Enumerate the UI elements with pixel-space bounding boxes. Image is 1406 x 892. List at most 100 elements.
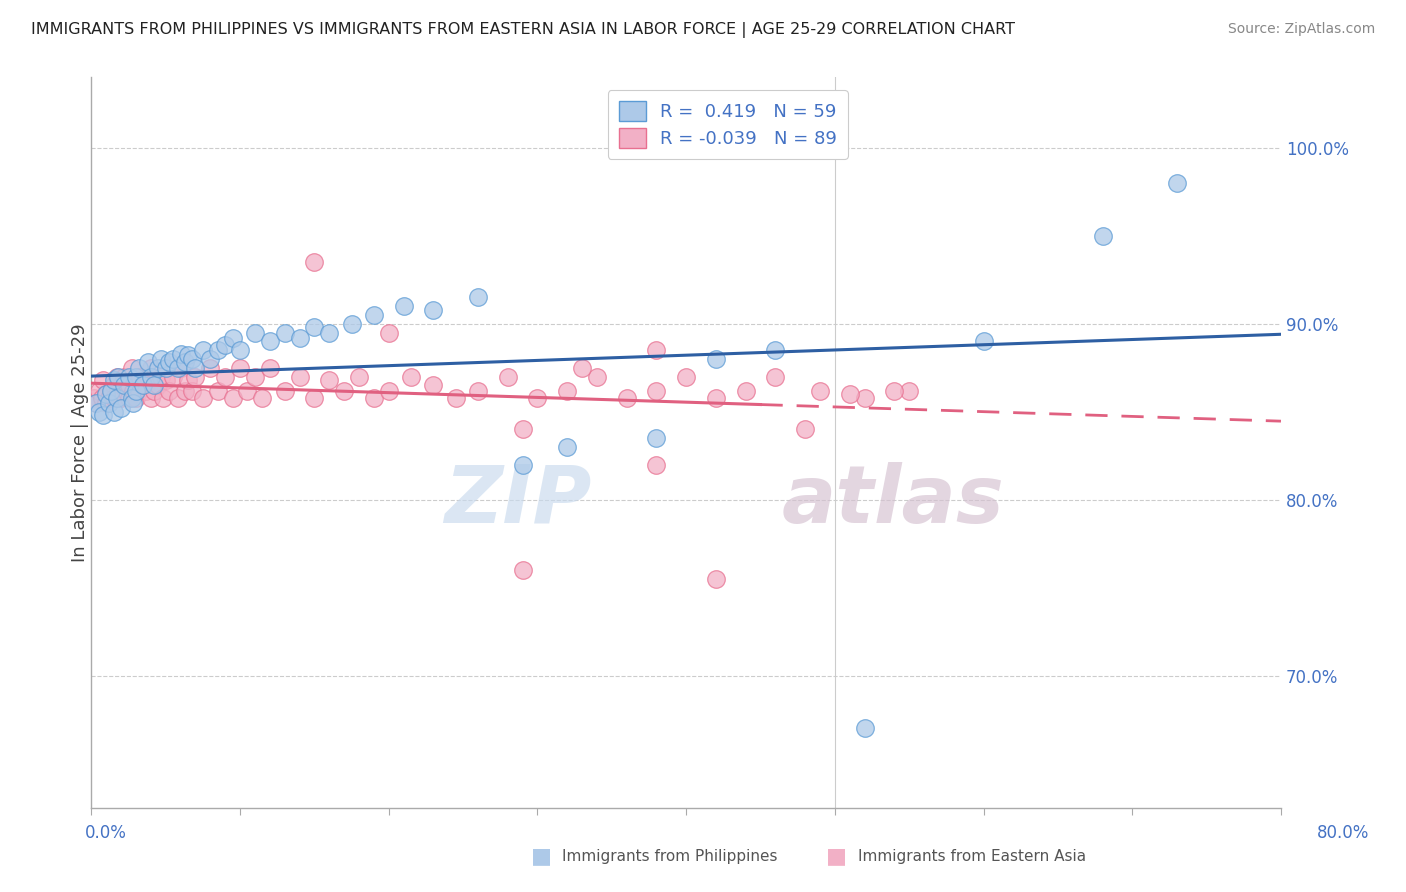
Point (252, 391, 274, 405)
Y-axis label: In Labor Force | Age 25-29: In Labor Force | Age 25-29 (72, 323, 89, 562)
Point (808, 384, 831, 398)
Point (150, 369, 173, 384)
Point (87, 384, 110, 398)
Point (107, 384, 129, 398)
Point (90, 391, 112, 405)
Point (236, 384, 259, 398)
Point (304, 255, 326, 269)
Point (444, 391, 467, 405)
Text: ■: ■ (531, 847, 551, 866)
Point (273, 326, 295, 340)
Point (243, 326, 266, 340)
Point (110, 391, 132, 405)
Point (467, 384, 489, 398)
Point (112, 369, 135, 384)
Point (105, 391, 128, 405)
Point (616, 391, 638, 405)
Point (221, 331, 243, 345)
Point (191, 391, 214, 405)
Point (318, 373, 340, 387)
Point (555, 384, 578, 398)
Point (645, 431, 668, 445)
Point (139, 360, 162, 375)
Point (763, 369, 786, 384)
Point (139, 369, 162, 384)
Text: 0.0%: 0.0% (84, 824, 127, 842)
Point (571, 360, 593, 375)
Point (229, 343, 252, 358)
Point (174, 355, 197, 369)
Point (512, 563, 534, 577)
Point (704, 572, 727, 586)
Point (363, 308, 385, 322)
Point (105, 369, 128, 384)
Point (110, 401, 132, 416)
Point (512, 422, 534, 436)
Point (107, 369, 129, 384)
Point (155, 373, 177, 387)
Text: ■: ■ (827, 847, 846, 866)
Point (148, 360, 170, 375)
Point (259, 360, 281, 375)
Point (103, 391, 125, 405)
Point (200, 360, 222, 375)
Point (121, 391, 143, 405)
Point (136, 369, 159, 384)
Point (214, 338, 236, 352)
Point (91, 409, 114, 423)
Point (207, 343, 229, 358)
Point (422, 302, 444, 317)
Point (103, 405, 125, 419)
Point (157, 355, 180, 369)
Point (838, 387, 860, 401)
Point (467, 290, 489, 304)
Point (142, 384, 165, 398)
Point (128, 360, 150, 375)
Point (125, 369, 148, 384)
Point (121, 360, 143, 375)
Point (125, 373, 148, 387)
Text: Immigrants from Philippines: Immigrants from Philippines (562, 849, 778, 863)
Point (377, 326, 399, 340)
Point (853, 391, 876, 405)
Point (100, 384, 122, 398)
Point (129, 369, 152, 384)
Point (973, 334, 995, 349)
Point (586, 369, 609, 384)
Point (157, 384, 180, 398)
Point (139, 391, 162, 405)
Point (207, 384, 229, 398)
Point (84, 396, 107, 410)
Text: IMMIGRANTS FROM PHILIPPINES VS IMMIGRANTS FROM EASTERN ASIA IN LABOR FORCE | AGE: IMMIGRANTS FROM PHILIPPINES VS IMMIGRANT… (31, 22, 1015, 38)
Text: Source: ZipAtlas.com: Source: ZipAtlas.com (1227, 22, 1375, 37)
Point (110, 378, 132, 392)
Point (132, 378, 155, 392)
Point (399, 369, 422, 384)
Point (243, 369, 266, 384)
Point (273, 384, 295, 398)
Point (363, 391, 385, 405)
Point (162, 369, 184, 384)
Point (87, 405, 110, 419)
Point (122, 396, 145, 410)
Point (103, 378, 125, 392)
Point (526, 391, 548, 405)
Point (184, 360, 207, 375)
Point (98, 391, 121, 405)
Point (117, 369, 139, 384)
Point (214, 369, 236, 384)
Point (555, 440, 578, 454)
Point (128, 384, 150, 398)
Point (142, 378, 165, 392)
Point (112, 378, 135, 392)
Point (169, 360, 191, 375)
Point (155, 360, 177, 375)
Point (181, 351, 204, 366)
Point (340, 317, 363, 331)
Point (125, 391, 148, 405)
Point (191, 343, 214, 358)
Point (675, 369, 697, 384)
Point (645, 343, 668, 358)
Point (184, 369, 207, 384)
Point (377, 384, 399, 398)
